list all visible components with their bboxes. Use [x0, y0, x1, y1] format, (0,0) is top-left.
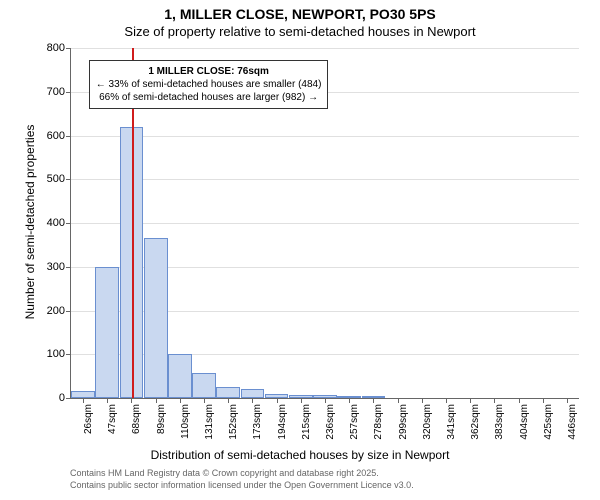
x-tick-label: 110sqm: [180, 404, 191, 439]
chart-subtitle: Size of property relative to semi-detach…: [0, 24, 600, 39]
y-tick-mark: [66, 311, 71, 312]
x-tick-label: 68sqm: [131, 404, 142, 434]
histogram-bar: [192, 373, 216, 398]
x-tick-mark: [373, 398, 374, 403]
annotation-smaller: ← 33% of semi-detached houses are smalle…: [96, 79, 322, 90]
x-tick-mark: [349, 398, 350, 403]
y-tick-mark: [66, 92, 71, 93]
x-tick-label: 47sqm: [107, 404, 118, 434]
x-tick-mark: [398, 398, 399, 403]
y-tick-label: 700: [47, 86, 65, 98]
x-tick-label: 26sqm: [83, 404, 94, 434]
x-tick-mark: [83, 398, 84, 403]
y-tick-label: 0: [59, 392, 65, 404]
x-tick-label: 257sqm: [349, 404, 360, 440]
footer-line-2: Contains public sector information licen…: [70, 480, 414, 492]
x-tick-mark: [543, 398, 544, 403]
x-tick-label: 362sqm: [470, 404, 481, 440]
x-tick-label: 173sqm: [252, 404, 263, 440]
x-tick-mark: [180, 398, 181, 403]
y-axis-label: Number of semi-detached properties: [23, 122, 37, 322]
x-tick-label: 383sqm: [494, 404, 505, 440]
x-tick-mark: [107, 398, 108, 403]
y-tick-mark: [66, 267, 71, 268]
y-tick-mark: [66, 354, 71, 355]
x-tick-mark: [131, 398, 132, 403]
x-tick-mark: [470, 398, 471, 403]
x-tick-label: 236sqm: [325, 404, 336, 440]
x-tick-mark: [567, 398, 568, 403]
y-tick-mark: [66, 223, 71, 224]
x-tick-label: 446sqm: [567, 404, 578, 440]
y-tick-label: 100: [47, 348, 65, 360]
y-tick-mark: [66, 398, 71, 399]
x-tick-mark: [519, 398, 520, 403]
x-tick-label: 131sqm: [204, 404, 215, 440]
y-tick-label: 200: [47, 305, 65, 317]
grid-line: [71, 48, 579, 49]
y-tick-mark: [66, 136, 71, 137]
property-size-chart: 1, MILLER CLOSE, NEWPORT, PO30 5PS Size …: [0, 0, 600, 500]
x-tick-mark: [301, 398, 302, 403]
annotation-larger: 66% of semi-detached houses are larger (…: [99, 92, 318, 103]
chart-footer: Contains HM Land Registry data © Crown c…: [70, 468, 414, 491]
x-tick-mark: [325, 398, 326, 403]
x-tick-label: 341sqm: [446, 404, 457, 440]
x-tick-mark: [446, 398, 447, 403]
y-tick-mark: [66, 48, 71, 49]
y-tick-label: 600: [47, 130, 65, 142]
y-tick-mark: [66, 179, 71, 180]
annotation-title: 1 MILLER CLOSE: 76sqm: [148, 66, 269, 77]
x-tick-label: 215sqm: [301, 404, 312, 440]
x-tick-mark: [156, 398, 157, 403]
histogram-bar: [95, 267, 119, 398]
x-axis-label: Distribution of semi-detached houses by …: [0, 448, 600, 462]
x-tick-mark: [422, 398, 423, 403]
annotation-box: 1 MILLER CLOSE: 76sqm ← 33% of semi-detac…: [89, 60, 329, 109]
y-tick-label: 500: [47, 173, 65, 185]
grid-line: [71, 223, 579, 224]
chart-title: 1, MILLER CLOSE, NEWPORT, PO30 5PS: [0, 6, 600, 22]
y-tick-label: 800: [47, 42, 65, 54]
y-tick-label: 400: [47, 217, 65, 229]
x-tick-mark: [204, 398, 205, 403]
histogram-bar: [168, 354, 192, 398]
histogram-bar: [216, 387, 240, 398]
footer-line-1: Contains HM Land Registry data © Crown c…: [70, 468, 414, 480]
x-tick-label: 89sqm: [156, 404, 167, 434]
x-tick-label: 278sqm: [373, 404, 384, 440]
x-tick-mark: [252, 398, 253, 403]
x-tick-label: 425sqm: [543, 404, 554, 440]
x-tick-mark: [494, 398, 495, 403]
histogram-bar: [144, 238, 168, 398]
x-tick-label: 194sqm: [277, 404, 288, 440]
x-tick-label: 404sqm: [519, 404, 530, 440]
plot-area: 010020030040050060070080026sqm47sqm68sqm…: [70, 48, 579, 399]
y-tick-label: 300: [47, 261, 65, 273]
grid-line: [71, 179, 579, 180]
x-tick-mark: [228, 398, 229, 403]
grid-line: [71, 136, 579, 137]
x-tick-label: 320sqm: [422, 404, 433, 440]
x-tick-mark: [277, 398, 278, 403]
x-tick-label: 299sqm: [398, 404, 409, 440]
histogram-bar: [241, 389, 265, 398]
x-tick-label: 152sqm: [228, 404, 239, 440]
